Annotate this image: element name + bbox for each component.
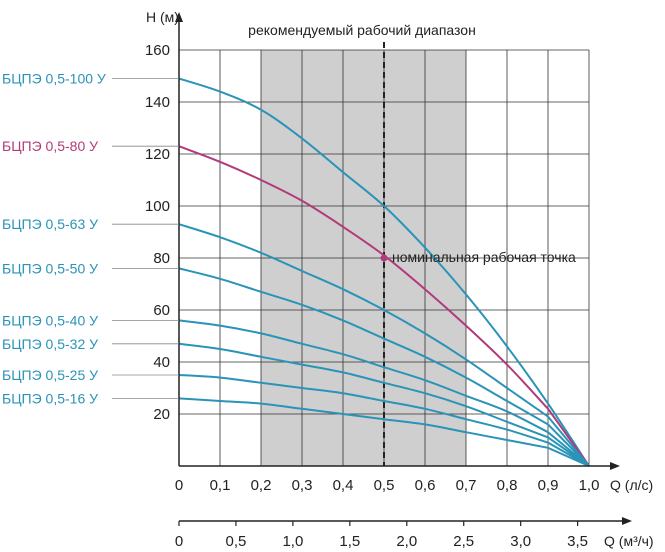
x-tick-label: 0,5 [374, 477, 395, 494]
x-tick-label: 0,1 [210, 477, 231, 494]
series-curve-1 [178, 145, 590, 467]
series-labels: БЦПЭ 0,5-100 У БЦПЭ 0,5-80 У БЦПЭ 0,5-63 У… [2, 71, 179, 406]
series-label: БЦПЭ 0,5-25 У [2, 367, 98, 383]
x-tick-label: 0,8 [497, 477, 518, 494]
x-tick-label: 0,6 [415, 477, 436, 494]
y-axis-label: H (м) [146, 9, 179, 25]
x-axis-label: Q (л/с) [610, 477, 653, 493]
x2-tick-label: 0 [175, 533, 183, 550]
y-axis-arrow [175, 12, 183, 22]
y-tick-label: 80 [153, 250, 170, 267]
x-tick-label: 0,7 [456, 477, 477, 494]
series-label: БЦПЭ 0,5-63 У [2, 216, 98, 232]
y-tick-label: 40 [153, 354, 170, 371]
y-tick-label: 20 [153, 406, 170, 423]
x2-tick-label: 1,5 [339, 533, 360, 550]
x-tick-label: 0,4 [333, 477, 354, 494]
series-label: БЦПЭ 0,5-50 У [2, 260, 98, 276]
series-curve-7 [178, 397, 590, 467]
y-tick-label: 160 [145, 42, 170, 59]
x2-axis-label: Q (м³/ч) [604, 533, 654, 549]
x2-tick-label: 1,0 [282, 533, 303, 550]
chart-title: рекомендуемый рабочий диапазон [248, 22, 476, 38]
x-tick-label: 0,3 [292, 477, 313, 494]
nominal-point-label: номинальная рабочая точка [392, 249, 576, 265]
series-label: БЦПЭ 0,5-80 У [2, 138, 98, 154]
y-tick-label: 60 [153, 302, 170, 319]
series-curves [178, 77, 590, 467]
series-label: БЦПЭ 0,5-40 У [2, 312, 98, 328]
y-tick-label: 140 [145, 94, 170, 111]
x2-axis-arrow [622, 517, 632, 525]
x-tick-label: 1,0 [579, 477, 600, 494]
series-curve-0 [178, 77, 590, 467]
x2-tick-label: 2,0 [396, 533, 417, 550]
series-label: БЦПЭ 0,5-16 У [2, 390, 98, 406]
x-tick-label: 0,2 [251, 477, 272, 494]
x2-tick-label: 0,5 [226, 533, 247, 550]
y-tick-label: 120 [145, 146, 170, 163]
x-tick-label: 0,9 [538, 477, 559, 494]
x2-tick-label: 3,5 [567, 533, 588, 550]
series-curve-5 [178, 342, 590, 467]
y-tick-label: 100 [145, 198, 170, 215]
x2-tick-label: 3,0 [510, 533, 531, 550]
x2-tick-label: 2,5 [453, 533, 474, 550]
axes: 0 0,1 0,2 0,3 0,4 0,5 0,6 0,7 0,8 0,9 1,0 0 0,5 1,0 1,… [145, 12, 632, 550]
series-label: БЦПЭ 0,5-100 У [2, 71, 106, 87]
series-curve-3 [178, 267, 590, 467]
x-axis-arrow [610, 462, 620, 470]
series-curve-6 [178, 374, 590, 467]
x-tick-label: 0 [175, 477, 183, 494]
series-label: БЦПЭ 0,5-32 У [2, 336, 98, 352]
nominal-point-marker [380, 254, 388, 262]
series-curve-4 [178, 319, 590, 467]
series-curve-2 [178, 223, 590, 467]
